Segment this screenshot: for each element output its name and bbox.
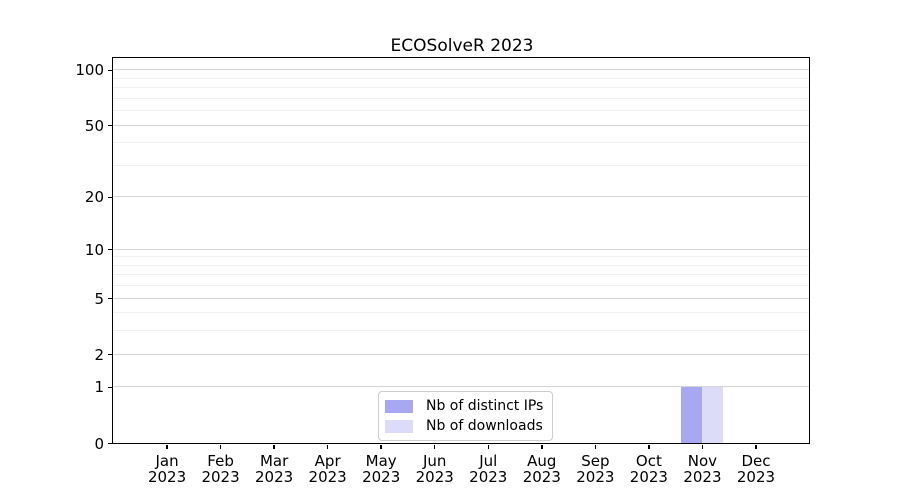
x-tick-label: Apr 2023	[308, 451, 347, 486]
y-tick-mark	[108, 196, 112, 199]
x-tick-label: Aug 2023	[522, 451, 561, 486]
minor-gridline	[113, 285, 809, 287]
x-tick-mark	[701, 445, 704, 449]
minor-gridline	[113, 312, 809, 314]
x-tick-mark	[326, 445, 329, 449]
minor-gridline	[113, 330, 809, 332]
x-tick-mark	[380, 445, 382, 449]
bar-nb-of-distinct-ips-nov	[680, 386, 702, 443]
chart-title: ECOSolveR 2023	[390, 36, 534, 56]
legend-item-distinct-ips: Nb of distinct IPs	[385, 398, 543, 414]
legend-swatch-downloads	[385, 419, 413, 433]
x-tick-mark	[755, 445, 757, 449]
legend: Nb of distinct IPs Nb of downloads	[378, 391, 554, 441]
minor-gridline	[113, 256, 809, 258]
y-tick-mark	[108, 124, 112, 127]
x-tick-label: Feb 2023	[201, 451, 240, 486]
y-tick-label: 0	[94, 434, 104, 453]
y-tick-mark	[108, 248, 112, 251]
y-tick-label: 50	[84, 116, 104, 135]
y-tick-label: 10	[84, 240, 104, 259]
minor-gridline	[113, 164, 809, 166]
y-tick-mark	[108, 297, 112, 300]
x-tick-mark	[648, 445, 650, 449]
x-tick-mark	[219, 445, 222, 449]
y-tick-label: 5	[94, 289, 104, 308]
legend-swatch-distinct-ips	[385, 399, 413, 413]
x-tick-mark	[166, 445, 168, 449]
x-tick-label: Jul 2023	[469, 451, 508, 486]
x-tick-label: Dec 2023	[736, 451, 776, 486]
y-tick-label: 20	[84, 188, 104, 207]
plot-area	[112, 57, 810, 444]
x-tick-mark	[487, 445, 490, 449]
minor-gridline	[113, 264, 809, 266]
minor-gridline	[113, 87, 809, 89]
x-tick-label: Sep 2023	[576, 451, 615, 486]
major-gridline	[113, 386, 809, 388]
minor-gridline	[113, 77, 809, 79]
minor-gridline	[113, 142, 809, 144]
y-tick-mark	[108, 442, 112, 445]
x-tick-label: Jan 2023	[147, 451, 187, 486]
major-gridline	[113, 297, 809, 299]
x-tick-label: Mar 2023	[255, 451, 294, 486]
minor-gridline	[113, 274, 809, 276]
x-tick-label: Nov 2023	[683, 451, 722, 486]
x-tick-mark	[541, 445, 543, 449]
legend-item-downloads: Nb of downloads	[385, 418, 543, 434]
y-tick-label: 2	[94, 345, 104, 364]
major-gridline	[113, 69, 809, 71]
legend-label-distinct-ips: Nb of distinct IPs	[426, 398, 544, 414]
x-tick-label: Jun 2023	[415, 451, 454, 486]
y-tick-label: 100	[75, 61, 104, 80]
major-gridline	[113, 248, 809, 250]
x-tick-label: May 2023	[362, 451, 401, 486]
x-tick-mark	[433, 445, 436, 449]
x-tick-mark	[594, 445, 597, 449]
bar-nb-of-downloads-nov	[701, 386, 724, 443]
y-tick-mark	[108, 386, 112, 389]
legend-label-downloads: Nb of downloads	[426, 418, 543, 434]
x-tick-label: Oct 2023	[629, 451, 668, 486]
minor-gridline	[113, 97, 809, 99]
y-tick-mark	[108, 69, 112, 72]
y-tick-label: 1	[94, 378, 104, 397]
y-tick-mark	[108, 353, 112, 356]
major-gridline	[113, 124, 809, 126]
major-gridline	[113, 353, 809, 355]
x-tick-mark	[273, 445, 275, 449]
minor-gridline	[113, 110, 809, 112]
major-gridline	[113, 196, 809, 198]
